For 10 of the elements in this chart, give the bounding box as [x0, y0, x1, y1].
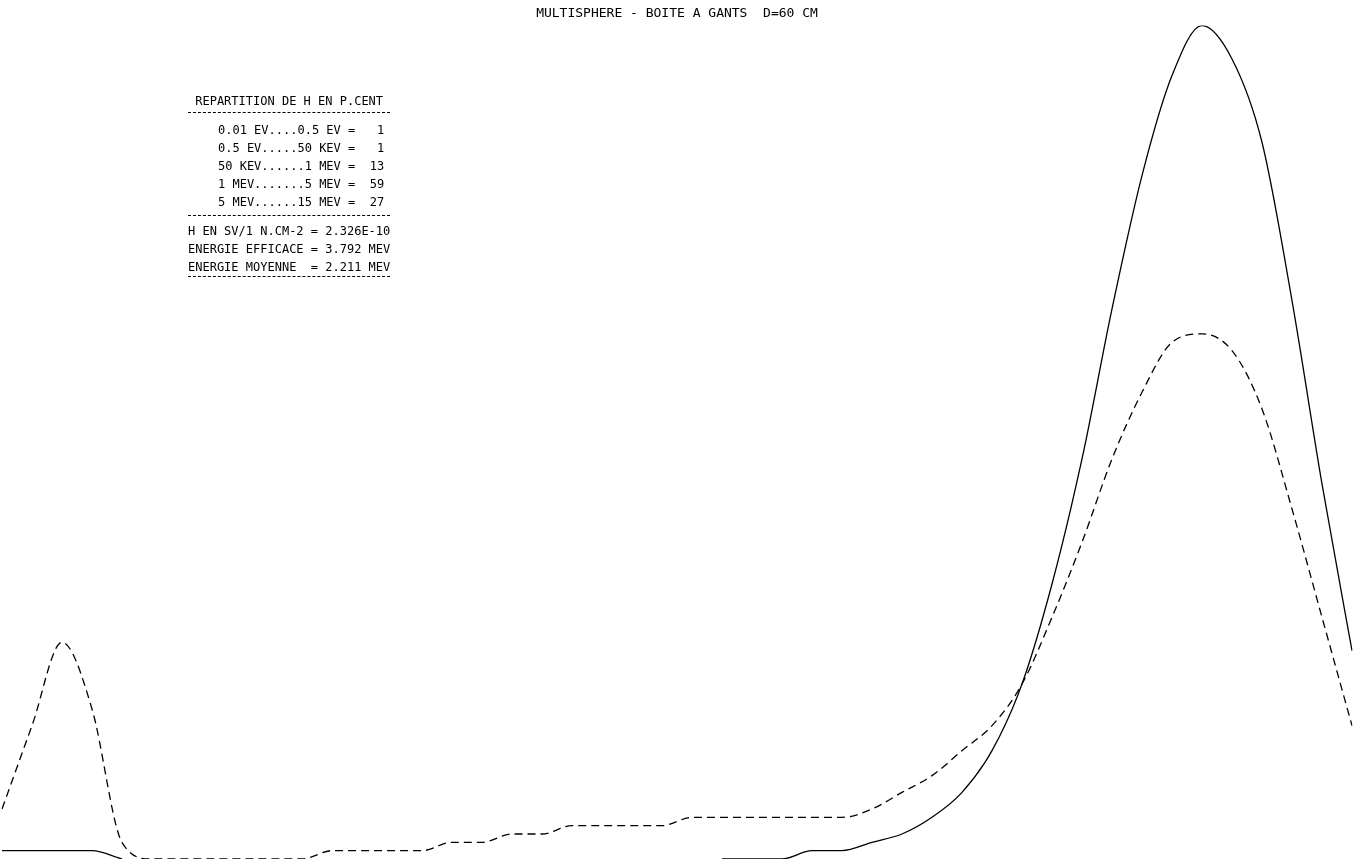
annotation: H EN SV/1 N.CM-2 = 2.326E-10 — [188, 223, 391, 240]
chart-title: MULTISPHERE - BOITE A GANTS D=60 CM — [536, 5, 819, 21]
annotation: 1 MEV.......5 MEV = 59 — [217, 176, 386, 193]
annotation: ENERGIE MOYENNE = 2.211 MEV — [188, 258, 391, 277]
annotation: ENERGIE EFFICACE = 3.792 MEV — [188, 241, 391, 258]
annotation: 0.5 EV.....50 KEV = 1 — [217, 140, 386, 157]
annotation: 0.01 EV....0.5 EV = 1 — [217, 122, 386, 139]
annotation: REPARTITION DE H EN P.CENT — [188, 92, 391, 113]
annotation: 5 MEV......15 MEV = 27 — [217, 194, 386, 211]
annotation: 50 KEV......1 MEV = 13 — [217, 158, 386, 175]
